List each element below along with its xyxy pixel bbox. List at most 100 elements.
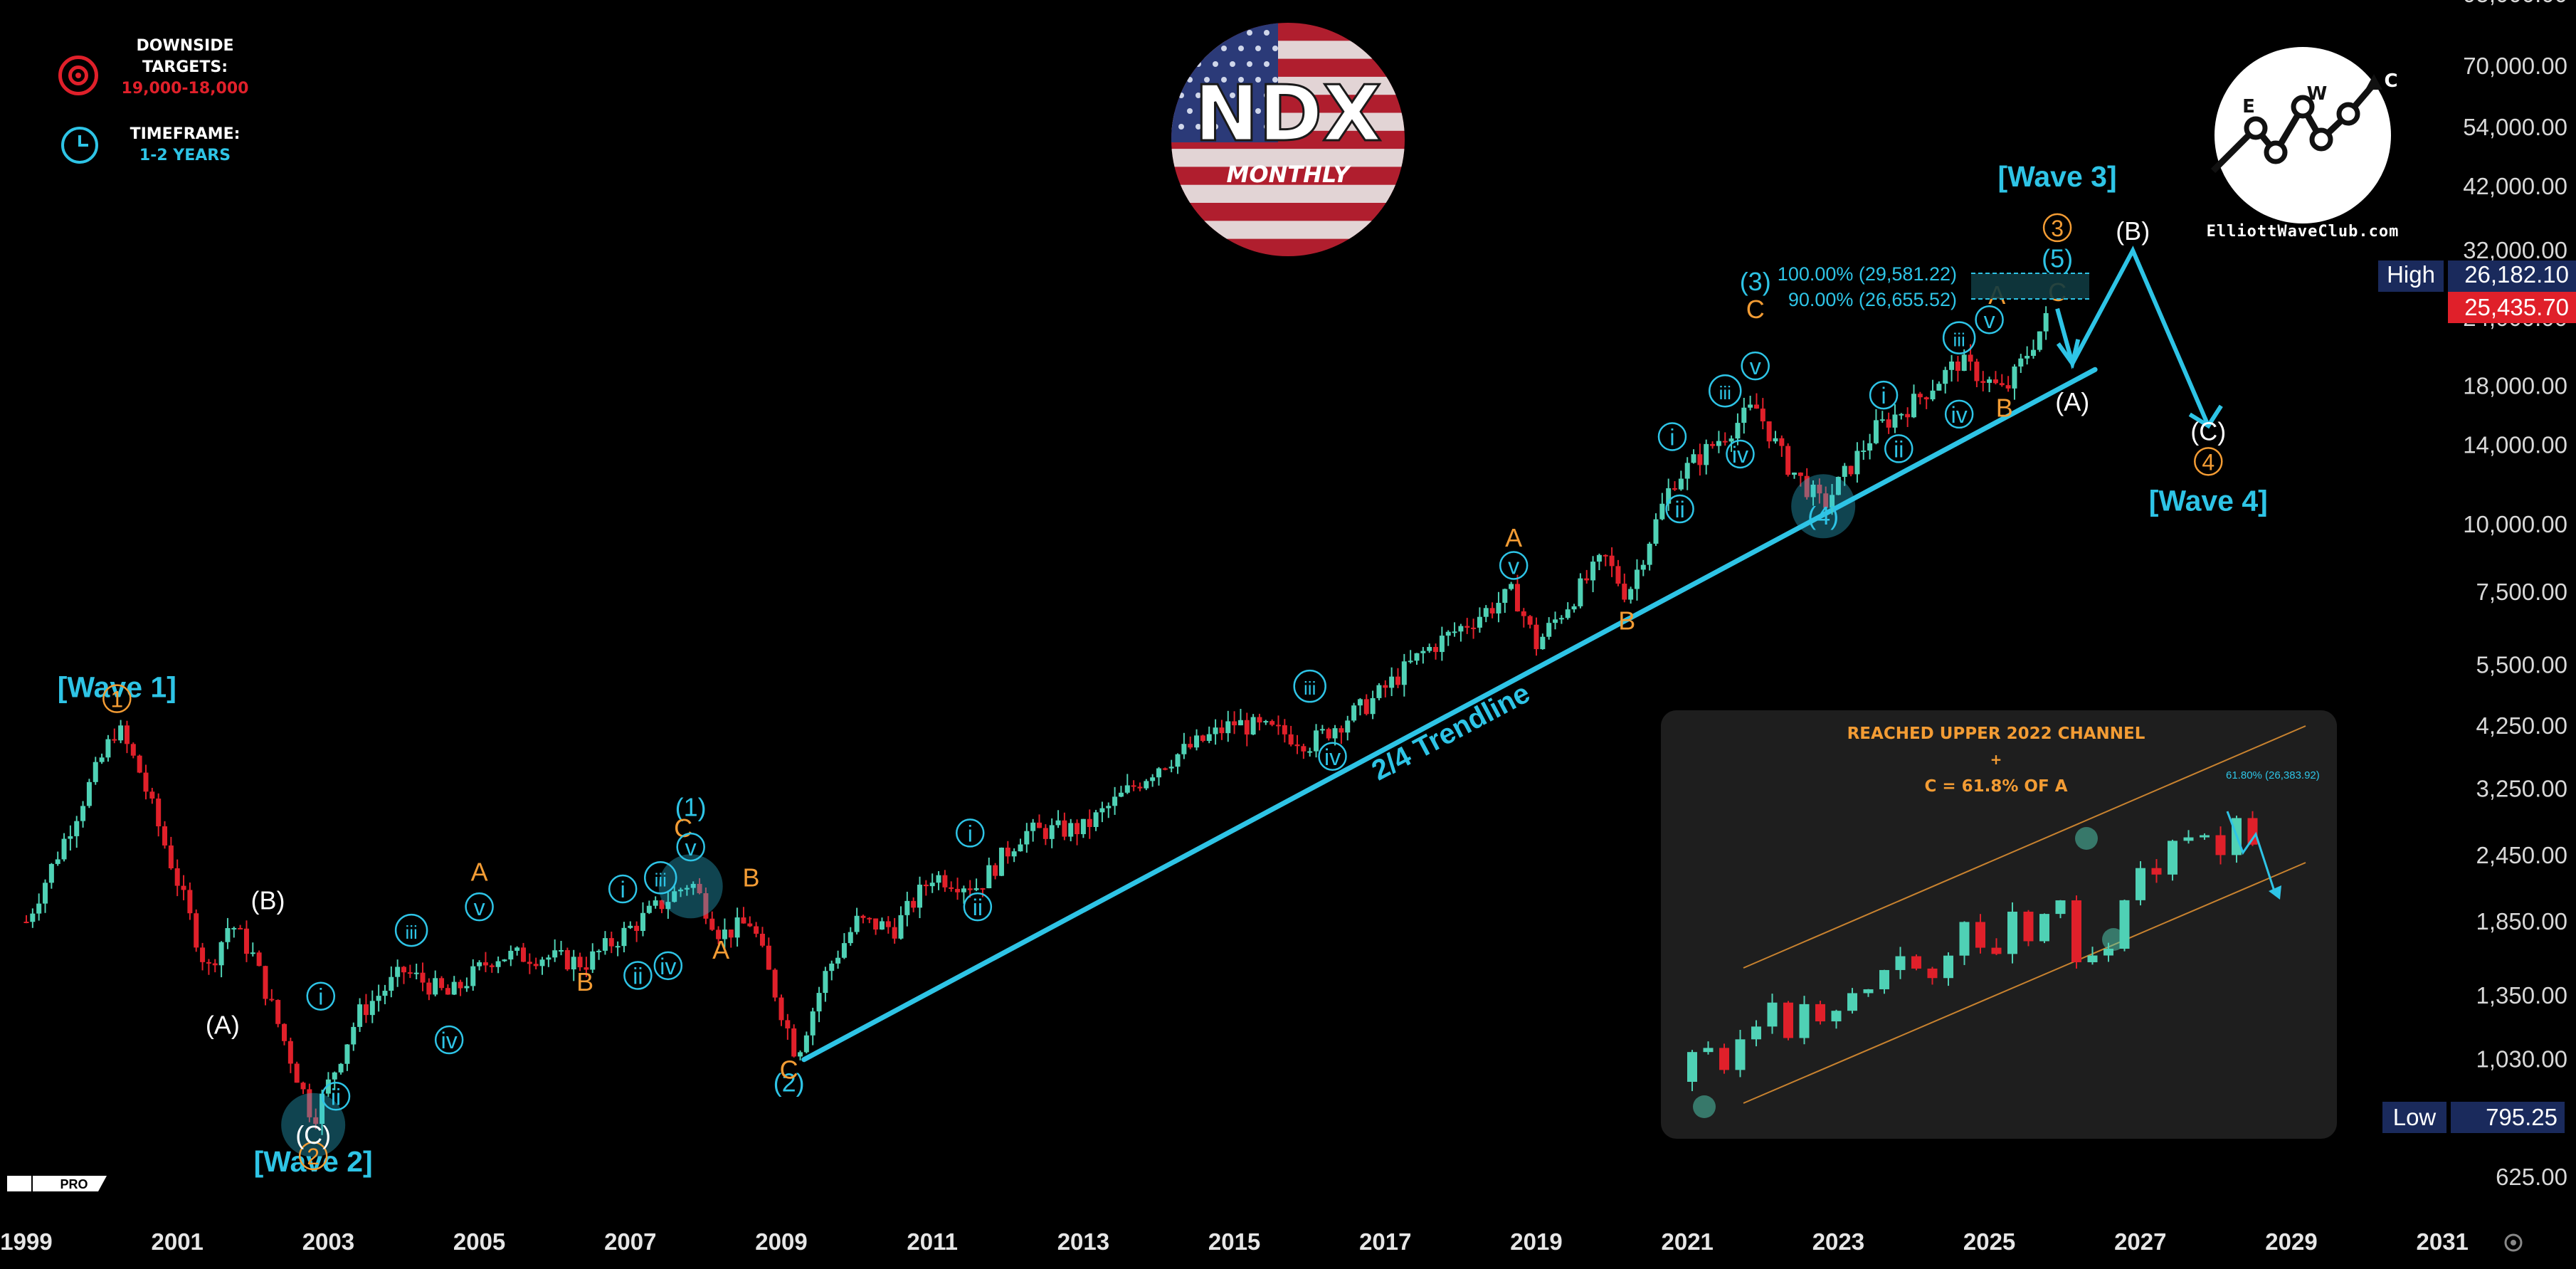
candle-body xyxy=(206,962,211,964)
inset-candle-body xyxy=(2183,837,2194,841)
candle-body xyxy=(898,915,904,939)
candle-body xyxy=(1521,611,1526,616)
candle-body xyxy=(1124,785,1130,793)
candle-body xyxy=(1106,806,1112,809)
flag-star xyxy=(1230,124,1235,130)
candle-body xyxy=(798,1052,803,1057)
wave-label: i xyxy=(1669,424,1674,450)
flag-star xyxy=(1272,108,1278,114)
candle-body xyxy=(1634,569,1640,589)
candle-body xyxy=(1792,472,1798,475)
candle-body xyxy=(407,972,413,974)
candle-body xyxy=(1905,414,1911,418)
x-tick-label: 2031 xyxy=(2416,1228,2468,1255)
candle-body xyxy=(628,925,633,928)
candle-body xyxy=(143,772,149,792)
candle-body xyxy=(1558,618,1564,620)
wave-label: 3 xyxy=(2051,216,2064,241)
wave-label-circle xyxy=(676,832,705,862)
candle-body xyxy=(759,933,765,946)
candle-body xyxy=(1672,488,1678,490)
candle-body xyxy=(1489,608,1495,614)
candle-body xyxy=(1093,812,1099,827)
candle-body xyxy=(1181,744,1187,754)
tv-pro-text: PRO xyxy=(60,1177,88,1191)
candle-body xyxy=(413,972,419,974)
candle-body xyxy=(1471,627,1477,629)
inset-candle-body xyxy=(2151,868,2162,875)
candle-body xyxy=(1099,808,1105,813)
candle-body xyxy=(552,950,558,958)
x-tick-label: 2029 xyxy=(2265,1228,2317,1255)
flag-star xyxy=(1230,93,1235,98)
candle-body xyxy=(426,982,432,995)
inset-candle-body xyxy=(2055,900,2066,915)
wave-label-circle xyxy=(608,874,638,904)
flag-star xyxy=(1221,46,1227,51)
candle-body xyxy=(942,875,948,888)
candle-body xyxy=(351,1026,357,1045)
candle-body xyxy=(1458,626,1464,632)
flag-star xyxy=(1221,108,1227,114)
wave-label-circle xyxy=(1318,742,1347,772)
candle-body xyxy=(1150,777,1156,781)
candle-body xyxy=(539,959,545,967)
candle-body xyxy=(1917,394,1923,398)
candle-body xyxy=(741,917,746,924)
flag-star xyxy=(1264,61,1269,67)
candle-body xyxy=(287,1041,293,1064)
candle-body xyxy=(344,1044,350,1064)
inset-candle-body xyxy=(2200,835,2210,838)
flag-star xyxy=(1204,77,1210,83)
candle-body xyxy=(1137,786,1143,789)
candle-body xyxy=(772,969,778,998)
candle-body xyxy=(1087,818,1092,827)
candle-body xyxy=(1753,404,1759,409)
inset-candle-body xyxy=(2039,914,2049,942)
candle-body xyxy=(1785,446,1791,475)
candle-body xyxy=(325,1079,331,1094)
candle-body xyxy=(1704,443,1709,465)
flag-star xyxy=(1230,61,1235,67)
candle-body xyxy=(1042,828,1048,839)
flag-stripe xyxy=(1171,221,1405,239)
wave-label-circle xyxy=(1884,434,1913,463)
gear-icon[interactable] xyxy=(2504,1233,2523,1252)
candle-body xyxy=(1534,624,1539,650)
candle-body xyxy=(1854,451,1860,475)
candle-body xyxy=(181,885,186,890)
flag-star xyxy=(1213,61,1218,67)
candle-body xyxy=(1351,705,1357,721)
candle-body xyxy=(1684,463,1690,479)
candle-body xyxy=(980,888,986,890)
wave-label-circle xyxy=(1869,380,1899,410)
candle-body xyxy=(1546,623,1552,637)
candle-body xyxy=(1018,844,1023,852)
wave-label-circle xyxy=(1726,439,1755,469)
flag-star xyxy=(1204,46,1210,51)
candle-body xyxy=(747,923,753,927)
candle-body xyxy=(1408,660,1413,663)
wave-label-circle xyxy=(321,1082,351,1111)
candle-body xyxy=(238,927,243,930)
flag-star xyxy=(1187,46,1193,51)
candle-body xyxy=(439,978,445,989)
low-label: Low xyxy=(2393,1104,2437,1130)
wave-label: (1) xyxy=(675,792,707,821)
candle-body xyxy=(621,927,627,947)
highlight-circle xyxy=(281,1092,346,1157)
candle-body xyxy=(998,847,1004,876)
candle-body xyxy=(489,965,495,967)
candle-body xyxy=(275,999,281,1024)
badge-subtitle: MONTHLY xyxy=(1226,161,1351,188)
candle-body xyxy=(30,913,36,922)
candle-body xyxy=(174,868,180,886)
candle-body xyxy=(684,888,690,890)
inset-candle-body xyxy=(1895,956,1906,970)
candle-body xyxy=(124,725,130,744)
fib-zone: 100.00% (29,581.22) 90.00% (26,655.52) xyxy=(1778,263,2089,310)
candle-body xyxy=(1830,495,1835,508)
trendline-2-4 xyxy=(801,367,2098,1063)
y-tick-label: 4,250.00 xyxy=(2476,712,2567,739)
